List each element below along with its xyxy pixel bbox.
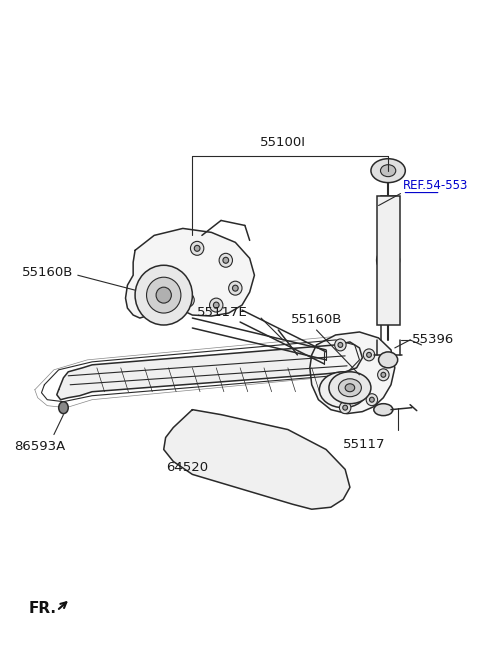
- Bar: [377, 196, 399, 325]
- Ellipse shape: [330, 380, 357, 400]
- Ellipse shape: [191, 241, 204, 255]
- Text: 55160B: 55160B: [291, 313, 342, 326]
- Ellipse shape: [223, 257, 228, 263]
- Ellipse shape: [210, 298, 223, 312]
- Ellipse shape: [370, 397, 374, 402]
- Text: 55396: 55396: [412, 333, 454, 346]
- Ellipse shape: [157, 288, 170, 302]
- Ellipse shape: [232, 285, 238, 291]
- Ellipse shape: [137, 267, 191, 323]
- Ellipse shape: [345, 384, 355, 392]
- Polygon shape: [57, 342, 362, 400]
- Ellipse shape: [181, 293, 194, 307]
- Ellipse shape: [135, 265, 192, 325]
- Ellipse shape: [371, 159, 405, 183]
- Text: 86593A: 86593A: [14, 440, 65, 453]
- Ellipse shape: [363, 349, 375, 361]
- Text: 55160B: 55160B: [22, 266, 73, 279]
- Text: FR.: FR.: [28, 601, 56, 616]
- Ellipse shape: [379, 352, 397, 368]
- Ellipse shape: [374, 403, 393, 416]
- Ellipse shape: [329, 372, 371, 403]
- Ellipse shape: [337, 384, 349, 395]
- Text: 55100I: 55100I: [260, 136, 306, 149]
- Ellipse shape: [377, 248, 399, 272]
- Ellipse shape: [319, 372, 367, 407]
- Ellipse shape: [366, 394, 378, 405]
- Text: REF.54-553: REF.54-553: [402, 179, 468, 192]
- Ellipse shape: [339, 402, 351, 414]
- Ellipse shape: [338, 343, 343, 347]
- Ellipse shape: [378, 369, 389, 381]
- Ellipse shape: [381, 164, 396, 177]
- Polygon shape: [164, 409, 350, 509]
- Ellipse shape: [228, 281, 242, 295]
- Ellipse shape: [156, 287, 171, 303]
- Ellipse shape: [185, 297, 191, 303]
- Ellipse shape: [343, 405, 348, 410]
- Ellipse shape: [194, 246, 200, 252]
- Ellipse shape: [219, 253, 232, 267]
- Polygon shape: [310, 332, 395, 414]
- Ellipse shape: [146, 277, 181, 313]
- Text: 55117: 55117: [343, 438, 385, 451]
- Ellipse shape: [59, 402, 68, 414]
- Ellipse shape: [338, 379, 361, 397]
- Polygon shape: [126, 229, 254, 318]
- Text: 55117E: 55117E: [197, 306, 248, 318]
- Text: 64520: 64520: [167, 461, 209, 474]
- Ellipse shape: [148, 279, 179, 311]
- Ellipse shape: [367, 352, 372, 358]
- Ellipse shape: [214, 302, 219, 308]
- Ellipse shape: [335, 339, 346, 351]
- Ellipse shape: [381, 372, 386, 377]
